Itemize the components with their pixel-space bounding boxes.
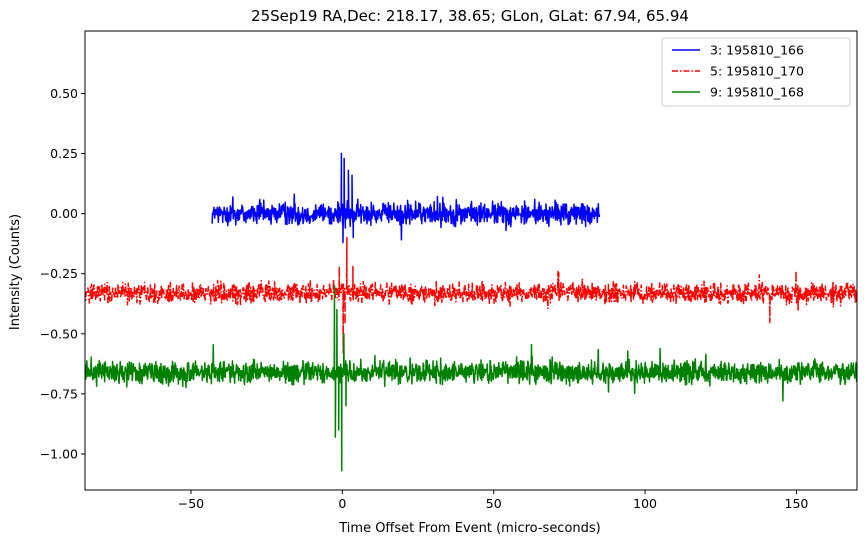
x-tick-label: 50 bbox=[486, 496, 502, 511]
y-tick-label: 0.25 bbox=[50, 146, 78, 161]
x-tick-label: 0 bbox=[338, 496, 346, 511]
x-tick-label: 150 bbox=[785, 496, 809, 511]
x-tick-label: 100 bbox=[633, 496, 657, 511]
y-tick-label: 0.00 bbox=[50, 206, 78, 221]
legend-label: 5: 195810_170 bbox=[710, 64, 804, 79]
y-tick-label: −0.25 bbox=[40, 266, 78, 281]
legend: 3: 195810_166 5: 195810_170 9: 195810_168 bbox=[661, 37, 851, 107]
series-line bbox=[85, 284, 857, 472]
y-tick-label: 0.50 bbox=[50, 86, 78, 101]
y-tick-label: −0.75 bbox=[40, 386, 78, 401]
x-axis-label: Time Offset From Event (micro-seconds) bbox=[338, 521, 601, 536]
x-tick-label: −50 bbox=[178, 496, 204, 511]
plot-frame bbox=[84, 30, 858, 491]
series-line bbox=[211, 152, 601, 244]
series-layer bbox=[85, 152, 857, 472]
y-tick-label: −0.50 bbox=[40, 326, 78, 341]
x-ticks: −50 0 50 100 150 bbox=[178, 490, 809, 511]
legend-box bbox=[661, 37, 851, 107]
y-axis-label: Intensity (Counts) bbox=[8, 214, 23, 330]
legend-label: 9: 195810_168 bbox=[710, 85, 804, 100]
series-line bbox=[85, 236, 857, 354]
y-tick-label: −1.00 bbox=[40, 446, 78, 461]
y-ticks: 0.50 0.25 0.00 −0.25 −0.50 −0.75 −1.00 bbox=[40, 86, 85, 461]
legend-label: 3: 195810_166 bbox=[710, 43, 804, 58]
chart-title: 25Sep19 RA,Dec: 218.17, 38.65; GLon, GLa… bbox=[251, 7, 689, 25]
